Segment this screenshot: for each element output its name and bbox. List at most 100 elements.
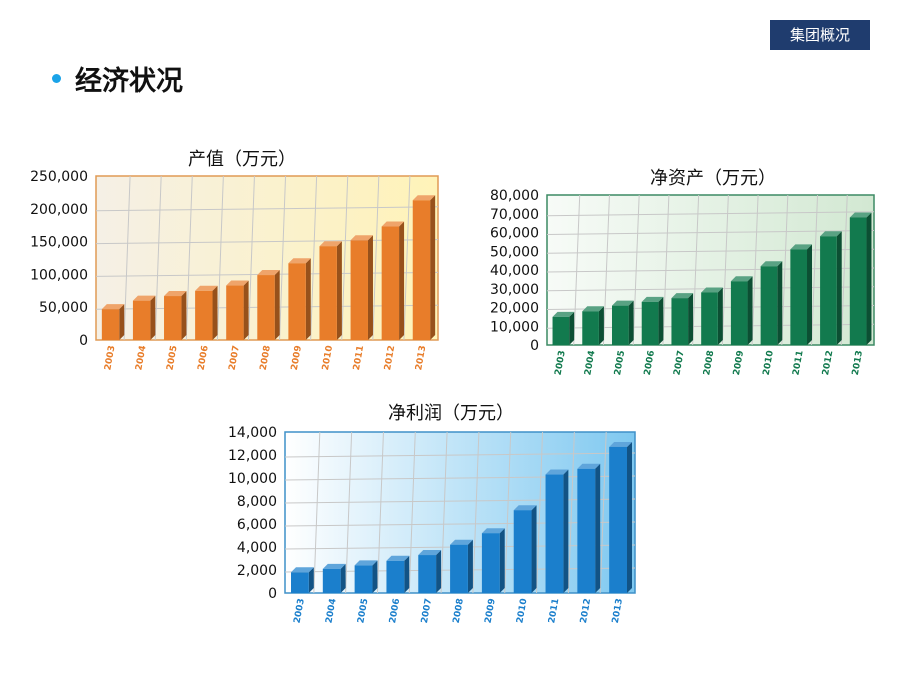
y-tick-label: 250,000 — [30, 169, 88, 185]
page-title: 经济状况 — [75, 65, 183, 97]
bar — [164, 291, 187, 340]
y-tick-label: 4,000 — [237, 540, 277, 556]
x-tick-label: 2003 — [103, 345, 117, 371]
bar — [132, 295, 156, 340]
bar — [288, 258, 311, 340]
chart-svg: 0 50,000 100,000 150,000 200,000 250,000 2003 2… — [30, 149, 439, 371]
bar — [552, 311, 575, 345]
x-tick-label: 2009 — [290, 345, 304, 371]
x-tick-label: 2003 — [554, 350, 568, 376]
grid-line-vertical — [811, 194, 819, 346]
y-tick-label: 20,000 — [490, 301, 539, 317]
grid-line-vertical — [279, 175, 287, 341]
chart-title: 净利润（万元） — [388, 403, 514, 424]
bar — [513, 505, 537, 593]
bar — [760, 261, 783, 345]
x-tick-label: 2010 — [762, 350, 776, 376]
bar — [322, 563, 346, 593]
grid-line-horizontal — [284, 475, 636, 481]
grid-line-vertical — [751, 194, 759, 346]
bar — [412, 195, 436, 340]
bar — [611, 300, 634, 345]
bar — [101, 304, 125, 340]
x-tick-label: 2012 — [383, 345, 397, 371]
x-tick-label: 2004 — [324, 598, 338, 624]
bar — [641, 296, 664, 345]
bar — [418, 550, 442, 593]
grid-line-vertical — [781, 194, 789, 346]
grid-line-vertical — [599, 431, 607, 594]
bar — [195, 285, 218, 340]
bar — [450, 539, 473, 593]
bar — [226, 280, 249, 340]
grid-line-vertical — [341, 175, 349, 341]
bar — [354, 560, 378, 593]
bar — [381, 221, 405, 340]
x-tick-label: 2007 — [228, 345, 242, 371]
net-profit-chart: 0 2,000 4,000 6,000 8,000 10,000 12,000 14,000 2… — [205, 395, 645, 635]
grid-line-horizontal — [95, 239, 439, 245]
grid-line-horizontal — [546, 211, 875, 217]
grid-line-horizontal — [546, 248, 875, 254]
grid-line-vertical — [310, 175, 318, 341]
y-tick-label: 10,000 — [228, 471, 277, 487]
grid-line-horizontal — [284, 452, 636, 458]
grid-line-horizontal — [284, 498, 636, 504]
grid-line-vertical — [472, 431, 480, 594]
grid-line-vertical — [123, 175, 131, 341]
grid-line-horizontal — [284, 521, 636, 527]
grid-line-vertical — [403, 175, 411, 341]
x-tick-label: 2005 — [356, 598, 370, 624]
bar — [481, 528, 505, 593]
bar — [730, 276, 753, 345]
grid-line-vertical — [376, 431, 384, 594]
y-tick-label: 60,000 — [490, 226, 539, 242]
grid-line-vertical — [840, 194, 848, 346]
bar — [386, 555, 410, 593]
y-tick-label: 50,000 — [490, 244, 539, 260]
x-tick-label: 2007 — [673, 350, 687, 376]
bar — [545, 469, 569, 593]
x-tick-label: 2013 — [414, 345, 428, 371]
y-tick-label: 2,000 — [237, 563, 277, 579]
x-tick-label: 2013 — [851, 350, 865, 376]
page-heading: 经济状况 — [52, 58, 183, 98]
chart-title: 产值（万元） — [188, 149, 296, 170]
grid-line-vertical — [536, 431, 544, 594]
grid-line-vertical — [345, 431, 353, 594]
y-tick-label: 14,000 — [228, 425, 277, 441]
x-tick-label: 2006 — [643, 350, 657, 376]
bar — [291, 567, 314, 593]
grid-line-vertical — [567, 431, 575, 594]
y-tick-label: 0 — [79, 333, 88, 349]
grid-line-vertical — [185, 175, 193, 341]
x-tick-label: 2004 — [134, 345, 148, 371]
grid-line-vertical — [154, 175, 162, 341]
bar — [790, 244, 813, 345]
grid-line-vertical — [573, 194, 581, 346]
bar — [350, 235, 373, 340]
x-tick-label: 2012 — [579, 598, 593, 624]
x-tick-label: 2008 — [259, 345, 273, 371]
grid-line-vertical — [372, 175, 380, 341]
y-tick-label: 70,000 — [490, 207, 539, 223]
grid-line-vertical — [408, 431, 416, 594]
bar — [582, 306, 604, 345]
y-tick-label: 6,000 — [237, 517, 277, 533]
x-tick-label: 2005 — [613, 350, 627, 376]
net-assets-chart: 0 10,000 20,000 30,000 40,000 50,000 60,000 70,… — [465, 155, 885, 390]
grid-line-horizontal — [546, 267, 875, 273]
x-tick-label: 2010 — [515, 598, 529, 624]
x-tick-label: 2009 — [484, 598, 498, 624]
x-tick-label: 2009 — [732, 350, 746, 376]
grid-line-horizontal — [95, 206, 439, 212]
bar — [671, 293, 694, 345]
x-tick-label: 2006 — [388, 598, 402, 624]
grid-line-vertical — [247, 175, 255, 341]
output-value-chart: 0 50,000 100,000 150,000 200,000 250,000 2003 2… — [20, 140, 450, 380]
chart-svg: 0 10,000 20,000 30,000 40,000 50,000 60,000 70,… — [490, 168, 875, 376]
grid-line-horizontal — [546, 230, 875, 235]
y-tick-label: 0 — [530, 338, 539, 354]
y-tick-label: 200,000 — [30, 202, 88, 218]
bar — [319, 241, 342, 340]
